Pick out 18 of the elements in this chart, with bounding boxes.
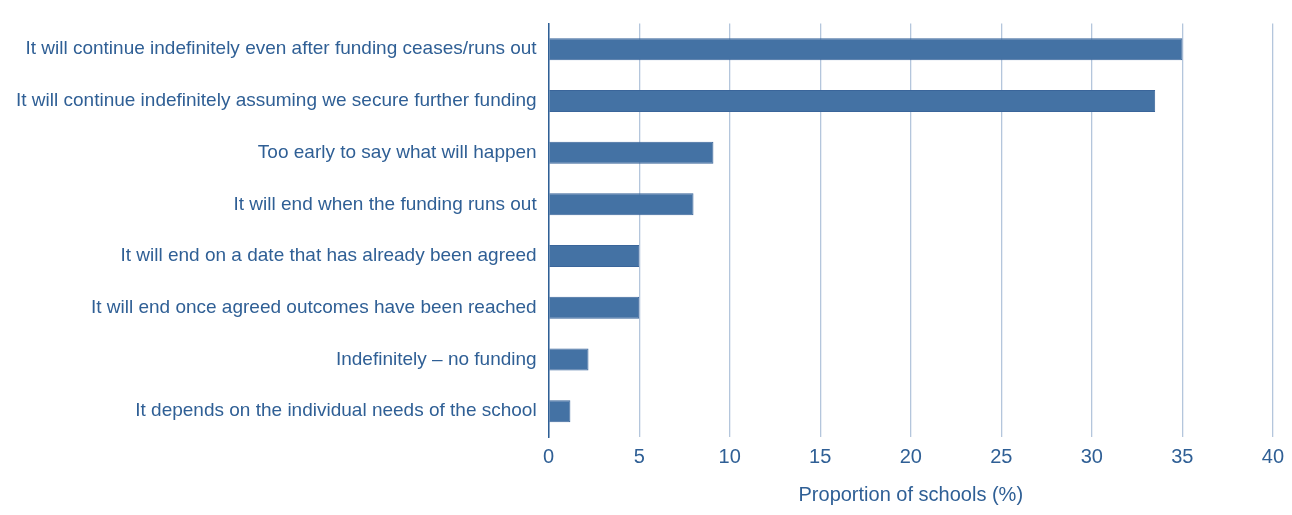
y-tick-label: It will end once agreed outcomes have been reached [90, 295, 537, 317]
y-tick-label: It will end on a date that has already been agreed [120, 244, 537, 266]
x-tick-label: 5 [633, 444, 645, 467]
x-tick-label: 30 [1080, 444, 1103, 467]
y-tick-label: It will continue indefinitely even after funding ceases/runs out [25, 37, 538, 59]
x-tick-label: 10 [718, 444, 741, 467]
x-tick-label: 25 [990, 444, 1013, 467]
y-tick-label: Indefinitely – no funding [335, 347, 537, 369]
x-tick-label: 40 [1261, 444, 1284, 467]
y-tick-label: It will end when the funding runs out [233, 192, 538, 214]
y-tick-label: It depends on the individual needs of the school [135, 399, 537, 421]
y-tick-label: Too early to say what will happen [257, 140, 537, 162]
y-tick-label: It will continue indefinitely assuming we secure further funding [15, 89, 537, 111]
x-tick-label: 15 [809, 444, 832, 467]
x-axis-title: Proportion of schools (%) [798, 482, 1024, 505]
x-tick-label: 35 [1171, 444, 1194, 467]
x-tick-label: 0 [543, 444, 555, 467]
x-tick-label: 20 [899, 444, 922, 467]
